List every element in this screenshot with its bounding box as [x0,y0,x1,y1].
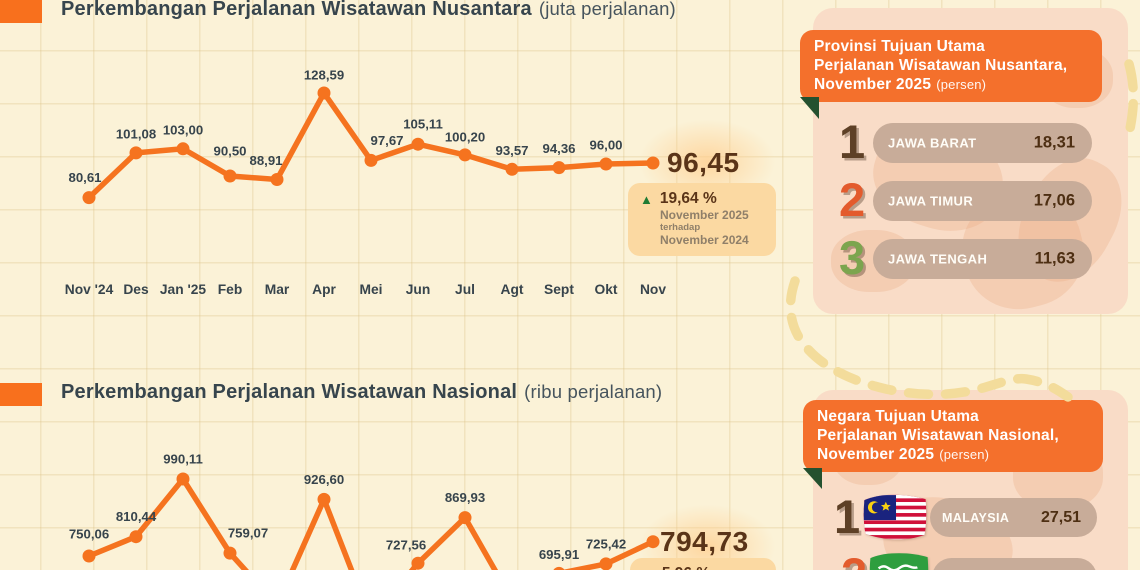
rank-label: JAWA TIMUR [888,193,974,209]
yoy-badge-nasional: ▲ 5,96 % [630,558,776,570]
section-title-text: Perkembangan Perjalanan Wisatawan Nasion… [61,381,518,403]
rank-label: JAWA BARAT [888,135,977,151]
svg-text:103,00: 103,00 [163,122,203,137]
svg-text:695,91: 695,91 [539,547,579,562]
rank-row-jawa-timur: JAWA TIMUR 17,06 [873,181,1092,221]
rank-label: MALAYSIA [942,510,1010,525]
svg-text:Jul: Jul [455,282,475,297]
rank-value: 27,51 [1040,508,1081,526]
latest-value-nusantara: 96,45 [667,147,740,178]
panel-title-unit: (persen) [939,447,990,463]
svg-text:Okt: Okt [595,282,618,297]
yoy-versus: terhadap [660,222,701,234]
rank-value: 11,63 [1034,249,1075,268]
svg-text:Mei: Mei [360,282,383,297]
svg-text:Feb: Feb [218,282,243,297]
highlight-glow-nasional [612,488,802,570]
yoy-base-period: November 2024 [660,233,749,248]
rank-number-3: 3 [839,231,866,284]
svg-text:101,08: 101,08 [116,126,156,141]
rank-number-2: 2 [841,551,867,570]
rank-number-1: 1 [834,490,861,543]
rank-number-1: 1 [839,115,866,168]
rank-row-arab-saudi: ARAB SAUDI 12,62 [932,558,1097,570]
svg-text:128,59: 128,59 [304,68,344,83]
svg-text:Jun: Jun [406,282,431,297]
up-triangle-icon: ▲ [640,191,653,207]
svg-text:97,67: 97,67 [370,133,403,148]
svg-text:Apr: Apr [312,282,336,297]
panel-title-line: Perjalanan Wisatawan Nasional, [817,427,1059,445]
section-bullet-nusantara [0,0,42,23]
svg-text:750,06: 750,06 [69,527,109,542]
saudi-arabia-flag-icon [869,553,929,570]
svg-text:990,11: 990,11 [163,452,203,467]
svg-text:Nov '24: Nov '24 [65,282,114,297]
rank-row-jawa-barat: JAWA BARAT 18,31 [873,123,1092,163]
svg-text:96,00: 96,00 [589,138,622,153]
rank-number-2: 2 [839,173,866,226]
panel-title-line: Negara Tujuan Utama [817,408,979,425]
provinsi-panel-header: Provinsi Tujuan Utama Perjalanan Wisataw… [800,30,1102,102]
svg-text:869,93: 869,93 [445,490,485,505]
panel-title-unit: (persen) [936,77,987,93]
svg-text:Nov: Nov [640,282,666,297]
svg-text:725,42: 725,42 [586,536,626,551]
panel-title-line: Perjalanan Wisatawan Nusantara, [814,57,1068,75]
rank-label: JAWA TENGAH [888,251,988,267]
rank-row-jawa-tengah: JAWA TENGAH 11,63 [873,239,1092,279]
svg-text:Mar: Mar [265,282,290,297]
panel-title-line: November 2025 (persen) [814,76,987,94]
svg-text:94,36: 94,36 [542,141,575,156]
rank-value: 17,06 [1033,191,1075,210]
svg-text:90,50: 90,50 [213,144,246,159]
section-title-nasional: Perkembangan Perjalanan Wisatawan Nasion… [61,381,662,404]
section-title-text: Perkembangan Perjalanan Wisatawan Nusant… [61,0,532,20]
svg-text:100,20: 100,20 [445,129,485,144]
section-title-nusantara: Perkembangan Perjalanan Wisatawan Nusant… [61,0,676,21]
malaysia-flag-icon [863,494,927,540]
svg-text:810,44: 810,44 [116,509,157,524]
rank-value: 18,31 [1033,133,1075,152]
svg-text:93,57: 93,57 [495,143,528,158]
panel-title-line: Provinsi Tujuan Utama [814,38,985,55]
section-unit-text: (ribu perjalanan) [524,381,663,402]
section-bullet-nasional [0,383,42,406]
rank-value: 12,62 [1041,569,1081,570]
section-unit-text: (juta perjalanan) [538,0,676,19]
yoy-value: 19,64 % [659,190,717,207]
yoy-period: November 2025 [660,208,749,222]
negara-panel-header: Negara Tujuan Utama Perjalanan Wisatawan… [803,400,1103,472]
yoy-value: 5,96 % [662,565,710,570]
panel-title-line: November 2025 (persen) [817,446,990,464]
up-triangle-icon: ▲ [642,568,655,570]
svg-text:Sept: Sept [544,282,574,297]
svg-text:926,60: 926,60 [304,472,344,487]
nasional-line-chart: 750,06 810,44 990,11 759,07 926,60 727,56 869,… [69,452,660,570]
svg-text:105,11: 105,11 [403,117,443,132]
yoy-badge-nusantara: ▲ 19,64 % November 2025 terhadap Novembe… [628,183,776,256]
svg-text:Agt: Agt [501,282,524,297]
svg-text:80,61: 80,61 [68,170,101,185]
rank-row-malaysia: MALAYSIA 27,51 [930,498,1097,537]
svg-text:Des: Des [123,282,149,297]
svg-text:Jan '25: Jan '25 [160,282,207,297]
svg-text:727,56: 727,56 [386,538,426,553]
latest-value-nasional: 794,73 [660,526,749,557]
svg-text:88,91: 88,91 [249,153,282,168]
svg-text:759,07: 759,07 [228,526,268,541]
